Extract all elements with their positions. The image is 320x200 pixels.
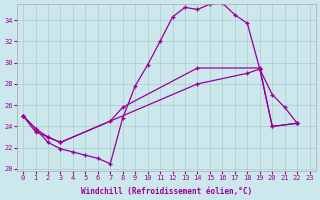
X-axis label: Windchill (Refroidissement éolien,°C): Windchill (Refroidissement éolien,°C) bbox=[81, 187, 252, 196]
